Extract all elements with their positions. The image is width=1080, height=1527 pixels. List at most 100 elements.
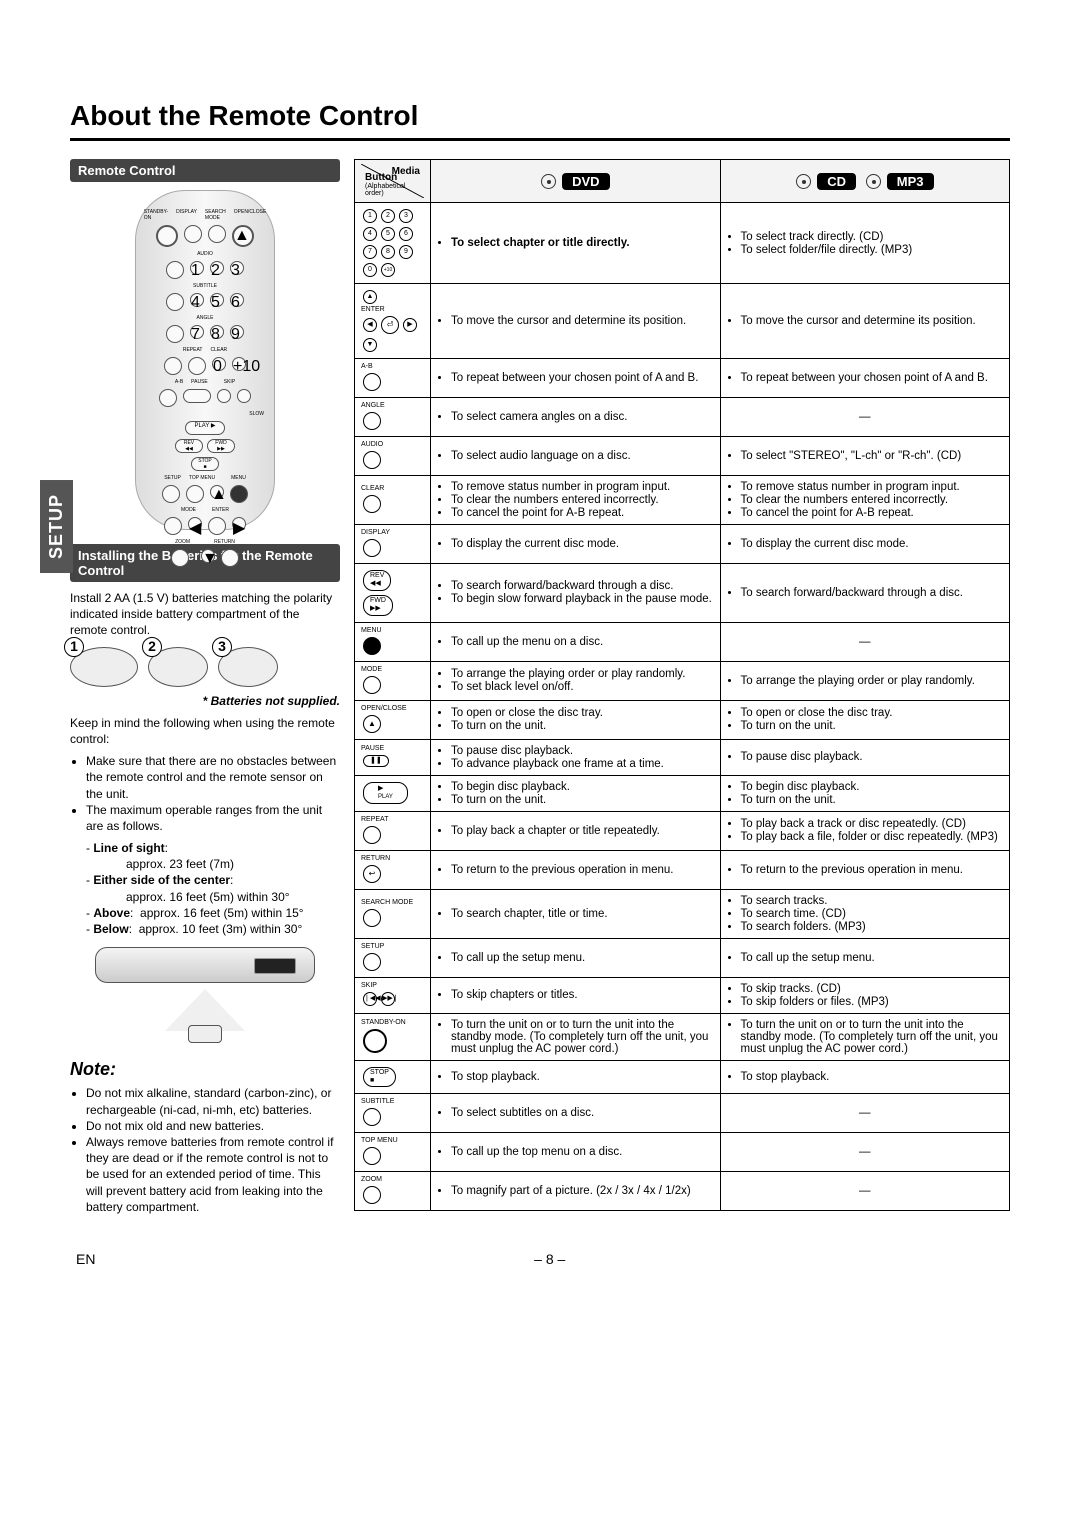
button-icon-cell: RETURN↩ bbox=[355, 850, 431, 889]
dvd-cell: To move the cursor and determine its pos… bbox=[431, 284, 721, 359]
table-row: SETUP To call up the setup menu. To call… bbox=[355, 938, 1010, 977]
dvd-cell: To remove status number in program input… bbox=[431, 476, 721, 525]
button-icon-cell: PAUSE❚❚ bbox=[355, 739, 431, 775]
dvd-cell: To display the current disc mode. bbox=[431, 525, 721, 564]
note-2: Do not mix old and new batteries. bbox=[86, 1118, 340, 1134]
dvd-cell: To magnify part of a picture. (2x / 3x /… bbox=[431, 1172, 721, 1211]
button-icon-cell: OPEN/CLOSE▲ bbox=[355, 700, 431, 739]
table-row: REPEAT To play back a chapter or title r… bbox=[355, 811, 1010, 850]
button-icon-cell: ▶PLAY bbox=[355, 775, 431, 811]
footer: EN – 8 – bbox=[70, 1251, 1010, 1267]
button-icon-cell: SEARCH MODE bbox=[355, 889, 431, 938]
bullet-ranges: The maximum operable ranges from the uni… bbox=[86, 802, 340, 834]
page-title: About the Remote Control bbox=[70, 100, 1010, 141]
table-row: ▶PLAY To begin disc playback.To turn on … bbox=[355, 775, 1010, 811]
battery-illustration: 1 2 3 bbox=[70, 647, 340, 687]
button-icon-cell: REPEAT bbox=[355, 811, 431, 850]
install-paragraph: Install 2 AA (1.5 V) batteries matching … bbox=[70, 590, 340, 639]
button-icon-cell: SUBTITLE bbox=[355, 1094, 431, 1133]
dvd-cell: To call up the top menu on a disc. bbox=[431, 1133, 721, 1172]
cd-cell: — bbox=[720, 1094, 1010, 1133]
dvd-cell: To begin disc playback.To turn on the un… bbox=[431, 775, 721, 811]
cd-cell: To begin disc playback.To turn on the un… bbox=[720, 775, 1010, 811]
button-icon-cell: STOP■ bbox=[355, 1060, 431, 1094]
table-row: PAUSE❚❚ To pause disc playback.To advanc… bbox=[355, 739, 1010, 775]
table-row: OPEN/CLOSE▲ To open or close the disc tr… bbox=[355, 700, 1010, 739]
mp3-badge: MP3 bbox=[887, 173, 934, 190]
left-column: Remote Control STANDBY-ONDISPLAYSEARCHMO… bbox=[70, 159, 340, 1221]
dvd-cell: To arrange the playing order or play ran… bbox=[431, 661, 721, 700]
cd-cell: To remove status number in program input… bbox=[720, 476, 1010, 525]
table-row: STANDBY-ON To turn the unit on or to tur… bbox=[355, 1013, 1010, 1060]
table-row: ZOOM To magnify part of a picture. (2x /… bbox=[355, 1172, 1010, 1211]
cd-cell: To skip tracks. (CD)To skip folders or f… bbox=[720, 977, 1010, 1013]
cd-cell: To display the current disc mode. bbox=[720, 525, 1010, 564]
table-row: DISPLAY To display the current disc mode… bbox=[355, 525, 1010, 564]
cd-cell: To return to the previous operation in m… bbox=[720, 850, 1010, 889]
table-row: STOP■ To stop playback. To stop playback… bbox=[355, 1060, 1010, 1094]
device-illustration bbox=[80, 947, 330, 1043]
cd-cell: To turn the unit on or to turn the unit … bbox=[720, 1013, 1010, 1060]
button-icon-cell: MENU bbox=[355, 622, 431, 661]
content: Remote Control STANDBY-ONDISPLAYSEARCHMO… bbox=[70, 159, 1010, 1221]
cd-cell: — bbox=[720, 622, 1010, 661]
note-3: Always remove batteries from remote cont… bbox=[86, 1134, 340, 1215]
button-icon-cell: 123 456 789 0+10 bbox=[355, 203, 431, 284]
cd-cell: To search tracks.To search time. (CD)To … bbox=[720, 889, 1010, 938]
function-table: Media Button(Alphabetical order) DVD CD bbox=[354, 159, 1010, 1211]
dvd-cell: To select chapter or title directly. bbox=[431, 203, 721, 284]
table-row: MODE To arrange the playing order or pla… bbox=[355, 661, 1010, 700]
table-row: REV◀◀FWD▶▶ To search forward/backward th… bbox=[355, 564, 1010, 623]
table-row: SEARCH MODE To search chapter, title or … bbox=[355, 889, 1010, 938]
side-tab: SETUP bbox=[40, 480, 73, 573]
note-title: Note: bbox=[70, 1057, 340, 1081]
disc-icon bbox=[866, 174, 881, 189]
cd-badge: CD bbox=[817, 173, 856, 190]
button-icon-cell: REV◀◀FWD▶▶ bbox=[355, 564, 431, 623]
dvd-cell: To skip chapters or titles. bbox=[431, 977, 721, 1013]
button-icon-cell: ZOOM bbox=[355, 1172, 431, 1211]
dvd-badge: DVD bbox=[562, 173, 609, 190]
button-icon-cell: ANGLE bbox=[355, 398, 431, 437]
table-row: 123 456 789 0+10 To select chapter or ti… bbox=[355, 203, 1010, 284]
dvd-cell: To return to the previous operation in m… bbox=[431, 850, 721, 889]
keep-paragraph: Keep in mind the following when using th… bbox=[70, 715, 340, 747]
dvd-cell: To open or close the disc tray.To turn o… bbox=[431, 700, 721, 739]
button-icon-cell: SKIP❘◀◀▶▶❘ bbox=[355, 977, 431, 1013]
table-row: SUBTITLE To select subtitles on a disc. … bbox=[355, 1094, 1010, 1133]
bullet-obstacles: Make sure that there are no obstacles be… bbox=[86, 753, 340, 802]
right-column: Media Button(Alphabetical order) DVD CD bbox=[354, 159, 1010, 1221]
cd-cell: To move the cursor and determine its pos… bbox=[720, 284, 1010, 359]
note-1: Do not mix alkaline, standard (carbon-zi… bbox=[86, 1085, 340, 1117]
cd-cell: To call up the setup menu. bbox=[720, 938, 1010, 977]
button-icon-cell: STANDBY-ON bbox=[355, 1013, 431, 1060]
button-icon-cell: SETUP bbox=[355, 938, 431, 977]
cd-cell: — bbox=[720, 1172, 1010, 1211]
dvd-cell: To select subtitles on a disc. bbox=[431, 1094, 721, 1133]
button-icon-cell: DISPLAY bbox=[355, 525, 431, 564]
table-row: A-B To repeat between your chosen point … bbox=[355, 359, 1010, 398]
dvd-cell: To repeat between your chosen point of A… bbox=[431, 359, 721, 398]
dvd-cell: To call up the menu on a disc. bbox=[431, 622, 721, 661]
footer-page: – 8 – bbox=[534, 1251, 565, 1267]
cd-cell: To select track directly. (CD)To select … bbox=[720, 203, 1010, 284]
cd-cell: To open or close the disc tray.To turn o… bbox=[720, 700, 1010, 739]
button-icon-cell: AUDIO bbox=[355, 437, 431, 476]
disc-icon bbox=[541, 174, 556, 189]
left-body: Install 2 AA (1.5 V) batteries matching … bbox=[70, 590, 340, 1215]
table-row: SKIP❘◀◀▶▶❘ To skip chapters or titles. T… bbox=[355, 977, 1010, 1013]
cd-cell: To select "STEREO", "L-ch" or "R-ch". (C… bbox=[720, 437, 1010, 476]
table-row: ANGLE To select camera angles on a disc.… bbox=[355, 398, 1010, 437]
dvd-cell: To select camera angles on a disc. bbox=[431, 398, 721, 437]
table-row: CLEAR To remove status number in program… bbox=[355, 476, 1010, 525]
table-row: AUDIO To select audio language on a disc… bbox=[355, 437, 1010, 476]
diag-header: Media Button(Alphabetical order) bbox=[361, 164, 424, 198]
button-icon-cell: A-B bbox=[355, 359, 431, 398]
not-supplied: * Batteries not supplied. bbox=[70, 693, 340, 709]
table-row: RETURN↩ To return to the previous operat… bbox=[355, 850, 1010, 889]
dvd-cell: To search forward/backward through a dis… bbox=[431, 564, 721, 623]
dvd-cell: To select audio language on a disc. bbox=[431, 437, 721, 476]
dvd-cell: To stop playback. bbox=[431, 1060, 721, 1094]
remote-illustration: STANDBY-ONDISPLAYSEARCHMODEOPEN/CLOSE ▲ … bbox=[135, 190, 275, 530]
button-icon-cell: MODE bbox=[355, 661, 431, 700]
